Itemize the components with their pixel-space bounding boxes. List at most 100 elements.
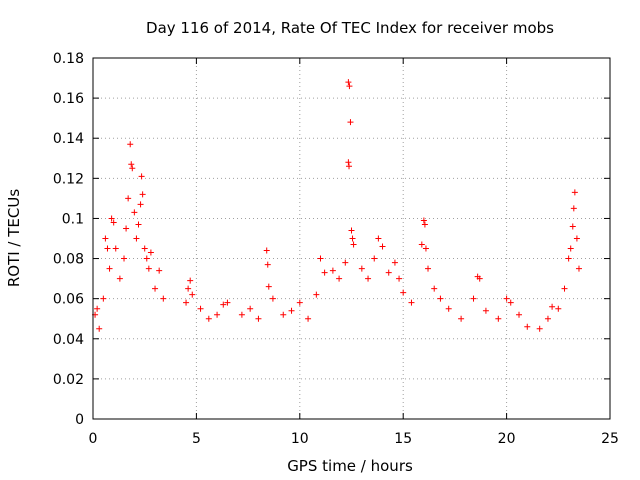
data-point xyxy=(391,259,398,266)
data-point xyxy=(470,295,477,302)
data-point xyxy=(555,305,562,312)
data-point xyxy=(197,305,204,312)
y-tick-label: 0.14 xyxy=(53,131,84,147)
data-point xyxy=(128,161,135,168)
x-tick-labels: 0 5 10 15 20 25 xyxy=(89,431,619,447)
data-point xyxy=(336,275,343,282)
x-tick-label: 5 xyxy=(192,431,201,447)
data-point xyxy=(131,209,138,216)
data-point xyxy=(139,191,146,198)
data-point xyxy=(185,285,192,292)
data-point xyxy=(214,311,221,318)
data-point xyxy=(516,311,523,318)
data-point xyxy=(421,221,428,228)
data-point xyxy=(561,285,568,292)
data-point xyxy=(321,269,328,276)
y-tick-label: 0.08 xyxy=(53,252,84,268)
axis-ticks xyxy=(92,57,611,420)
data-point xyxy=(385,269,392,276)
data-point xyxy=(187,277,194,284)
data-point xyxy=(127,141,134,148)
data-point xyxy=(345,159,352,166)
data-point xyxy=(265,283,272,290)
y-tick-label: 0.16 xyxy=(53,91,84,107)
y-tick-label: 0.12 xyxy=(53,171,84,187)
data-point xyxy=(524,323,531,330)
data-point xyxy=(396,275,403,282)
data-point xyxy=(156,267,163,274)
x-tick-label: 20 xyxy=(498,431,516,447)
data-point xyxy=(104,245,111,252)
x-tick-label: 25 xyxy=(601,431,619,447)
data-point xyxy=(152,285,159,292)
data-point xyxy=(348,227,355,234)
data-point xyxy=(418,241,425,248)
data-point xyxy=(305,315,312,322)
data-point xyxy=(138,173,145,180)
data-point xyxy=(503,295,510,302)
data-point xyxy=(507,299,514,306)
y-tick-labels: 0 0.02 0.04 0.06 0.08 0.1 0.12 0.14 0.16 0.18 xyxy=(53,51,84,428)
data-point xyxy=(269,295,276,302)
y-tick-label: 0.18 xyxy=(53,51,84,67)
data-point xyxy=(147,249,154,256)
data-point xyxy=(458,315,465,322)
data-point xyxy=(143,255,150,262)
data-point xyxy=(347,119,354,126)
data-point xyxy=(116,275,123,282)
data-point xyxy=(255,315,262,322)
data-point xyxy=(238,311,245,318)
data-point xyxy=(565,255,572,262)
data-point xyxy=(345,79,352,86)
data-point xyxy=(346,83,353,90)
data-point xyxy=(263,247,270,254)
data-point xyxy=(575,265,582,272)
y-tick-label: 0.06 xyxy=(53,292,84,308)
data-point xyxy=(108,215,115,222)
data-point xyxy=(476,275,483,282)
data-point xyxy=(137,201,144,208)
chart-title: Day 116 of 2014, Rate Of TEC Index for r… xyxy=(146,19,554,37)
data-point xyxy=(408,299,415,306)
data-point xyxy=(569,223,576,230)
data-point xyxy=(445,305,452,312)
data-point xyxy=(141,245,148,252)
data-point xyxy=(313,291,320,298)
y-axis-label: ROTI / TECUs xyxy=(5,189,23,287)
data-point xyxy=(189,291,196,298)
plot-frame xyxy=(92,57,611,420)
data-point xyxy=(133,235,140,242)
data-point xyxy=(379,243,386,250)
x-tick-label: 0 xyxy=(89,431,98,447)
data-point xyxy=(106,265,113,272)
grid-lines xyxy=(93,58,610,419)
data-point xyxy=(422,245,429,252)
data-point xyxy=(296,299,303,306)
data-point xyxy=(264,261,271,268)
data-point xyxy=(482,307,489,314)
data-point xyxy=(346,163,353,170)
data-point xyxy=(573,235,580,242)
data-point xyxy=(342,259,349,266)
data-point xyxy=(567,245,574,252)
data-point xyxy=(317,255,324,262)
data-point xyxy=(145,265,152,272)
data-point xyxy=(400,289,407,296)
data-point xyxy=(431,285,438,292)
data-point xyxy=(247,305,254,312)
data-point xyxy=(135,221,142,228)
data-point xyxy=(536,325,543,332)
data-points xyxy=(92,79,582,332)
data-point xyxy=(375,235,382,242)
data-point xyxy=(358,265,365,272)
data-point xyxy=(205,315,212,322)
data-point xyxy=(420,217,427,224)
data-point xyxy=(549,303,556,310)
data-point xyxy=(110,219,117,226)
data-point xyxy=(425,265,432,272)
data-point xyxy=(224,299,231,306)
data-point xyxy=(371,255,378,262)
data-point xyxy=(350,241,357,248)
data-point xyxy=(96,325,103,332)
